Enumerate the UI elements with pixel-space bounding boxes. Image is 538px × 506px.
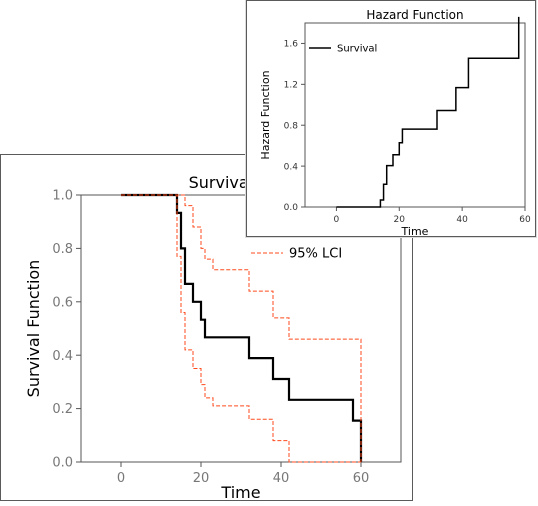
y-tick-label: 1.6: [284, 40, 299, 50]
x-axis-label: Time: [401, 225, 429, 238]
x-tick-label: 20: [193, 471, 210, 486]
plot-frame: [304, 22, 526, 208]
series-line-0: [121, 193, 363, 462]
y-axis-label: Survival Function: [24, 260, 43, 398]
y-tick-label: 1.2: [284, 80, 298, 90]
y-tick-label: 1.0: [52, 189, 73, 204]
y-tick-label: 0.8: [52, 242, 73, 257]
x-tick-label: 40: [273, 471, 290, 486]
y-tick-label: 0.6: [52, 295, 73, 310]
series-line-survival: [336, 16, 520, 208]
y-tick-label: 0.4: [52, 349, 73, 364]
y-tick-label: 0.4: [284, 162, 299, 172]
y-axis-label: Hazard Function: [259, 70, 272, 159]
chart-title: Hazard Function: [366, 8, 463, 22]
plot-frame: [80, 194, 402, 463]
x-tick-label: 60: [519, 215, 531, 225]
x-tick-label: 0: [334, 215, 340, 225]
x-tick-label: 20: [394, 215, 406, 225]
y-tick-label: 0.2: [52, 402, 73, 417]
y-tick-label: 0.8: [284, 121, 299, 131]
x-axis-label: Time: [220, 483, 260, 502]
hazard-function-window[interactable]: Hazard Function 0 20 40 60 0.0 0.4 0.8 1.2 1.6 Tim…: [246, 0, 536, 238]
y-tick-label: 0.0: [52, 456, 73, 471]
x-tick-label: 40: [456, 215, 468, 225]
hazard-chart: Hazard Function 0 20 40 60 0.0 0.4 0.8 1.2 1.6 Tim…: [259, 8, 531, 238]
series-line-95-uci: [121, 194, 362, 462]
legend-entry: Survival: [337, 44, 377, 55]
y-tick-label: 0.0: [284, 203, 299, 213]
series-line-95-lci: [121, 194, 361, 463]
x-tick-label: 60: [353, 471, 370, 486]
legend-entry: 95% LCI: [289, 247, 342, 262]
x-tick-label: 0: [117, 471, 125, 486]
